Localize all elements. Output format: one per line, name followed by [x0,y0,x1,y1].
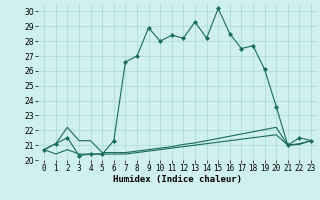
X-axis label: Humidex (Indice chaleur): Humidex (Indice chaleur) [113,175,242,184]
